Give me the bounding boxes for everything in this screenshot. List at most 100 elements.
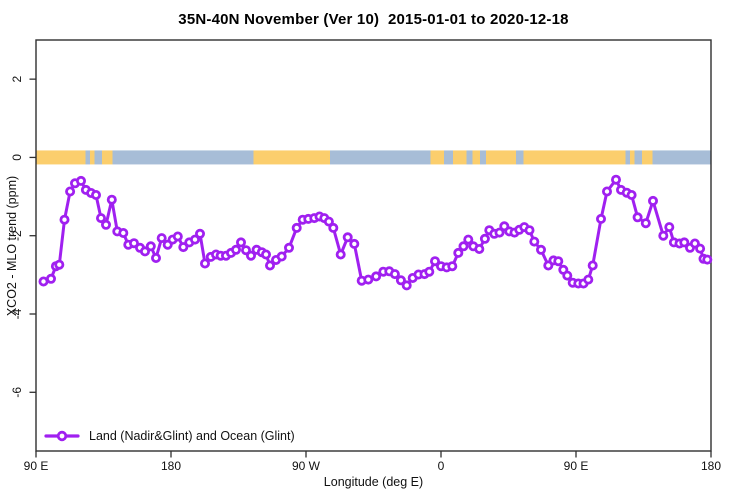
data-point-marker <box>342 232 353 243</box>
data-point-marker <box>291 222 302 233</box>
x-tick-label: 90 E <box>564 459 589 473</box>
data-point-marker <box>553 256 564 267</box>
data-point-marker <box>695 243 706 254</box>
plot-box <box>35 39 712 452</box>
data-point-marker <box>76 175 87 186</box>
data-point-marker <box>583 274 594 285</box>
data-point-marker <box>96 213 107 224</box>
surface-band-land <box>430 150 444 165</box>
y-tick-label: -6 <box>10 387 24 398</box>
x-tick-label: 90 W <box>292 459 321 473</box>
data-point-marker <box>648 195 659 206</box>
surface-band-land <box>90 150 95 165</box>
x-tick-label: 180 <box>161 459 181 473</box>
data-point-marker <box>54 259 65 270</box>
data-point-marker <box>658 230 669 241</box>
data-point-marker <box>349 238 360 249</box>
data-point-marker <box>118 227 129 238</box>
surface-band-land <box>642 150 653 165</box>
surface-band-ocean <box>625 150 630 165</box>
data-point-marker <box>395 275 406 286</box>
data-point-marker <box>189 234 200 245</box>
surface-band-ocean <box>444 150 453 165</box>
data-point-marker <box>172 231 183 242</box>
data-point-marker <box>447 261 458 272</box>
data-point-marker <box>679 237 690 248</box>
data-point-marker <box>199 258 210 269</box>
surface-band-ocean <box>480 150 486 165</box>
data-point-marker <box>453 247 464 258</box>
data-point-marker <box>145 241 156 252</box>
data-point-marker <box>139 246 150 257</box>
surface-band-ocean <box>634 150 642 165</box>
x-tick-label: 180 <box>701 459 721 473</box>
data-point-marker <box>626 189 637 200</box>
y-tick-label: -2 <box>10 230 24 241</box>
data-point-marker <box>536 244 547 255</box>
data-point-marker <box>479 233 490 244</box>
data-point-marker <box>458 241 469 252</box>
y-tick-label: 0 <box>10 154 24 161</box>
data-point-marker <box>283 242 294 253</box>
surface-band-ocean <box>466 150 473 165</box>
surface-band-ocean <box>112 150 254 165</box>
x-tick-label: 90 E <box>24 459 49 473</box>
data-point-marker <box>230 244 241 255</box>
y-tick-label: 2 <box>10 75 24 82</box>
data-point-marker <box>235 237 246 248</box>
data-point-marker <box>424 266 435 277</box>
surface-band-ocean <box>652 150 711 165</box>
data-point-marker <box>260 249 271 260</box>
surface-band-ocean <box>516 150 524 165</box>
chart-title: 35N-40N November (Ver 10) 2015-01-01 to … <box>178 11 569 28</box>
data-point-marker <box>101 219 112 230</box>
x-axis-label: Longitude (deg E) <box>323 475 424 489</box>
surface-band-ocean <box>94 150 102 165</box>
data-point-marker <box>363 274 374 285</box>
data-point-marker <box>150 252 161 263</box>
surface-band-land <box>486 150 516 165</box>
data-point-marker <box>562 270 573 281</box>
data-point-marker <box>664 222 675 233</box>
data-point-marker <box>611 174 622 185</box>
data-point-marker <box>371 271 382 282</box>
data-point-marker <box>178 242 189 253</box>
data-point-marker <box>640 218 651 229</box>
surface-band-ocean <box>330 150 431 165</box>
data-point-marker <box>156 233 167 244</box>
data-point-marker <box>702 254 713 265</box>
data-point-marker <box>276 251 287 262</box>
data-point-marker <box>65 186 76 197</box>
data-point-marker <box>529 236 540 247</box>
legend-marker-open-circle-on-line <box>44 430 80 442</box>
surface-band-land <box>102 150 113 165</box>
data-point-marker <box>128 238 139 249</box>
surface-band-land <box>472 150 480 165</box>
y-axis-label: XCO2 - MLO trend (ppm) <box>5 175 19 317</box>
data-point-marker <box>91 189 102 200</box>
data-point-marker <box>596 213 607 224</box>
legend-entry-label: Land (Nadir&Glint) and Ocean (Glint) <box>89 429 295 443</box>
data-point-marker <box>474 243 485 254</box>
data-point-marker <box>494 227 505 238</box>
surface-band-land <box>630 150 635 165</box>
x-tick-label: 0 <box>438 459 445 473</box>
surface-band-land <box>523 150 626 165</box>
surface-band-land <box>453 150 467 165</box>
data-point-marker <box>602 186 613 197</box>
data-point-marker <box>106 194 117 205</box>
data-point-marker <box>264 260 275 271</box>
data-point-marker <box>323 216 334 227</box>
surface-band-land <box>253 150 330 165</box>
data-point-marker <box>389 269 400 280</box>
y-tick-label: -4 <box>10 308 24 319</box>
surface-band-ocean <box>85 150 90 165</box>
data-point-marker <box>632 212 643 223</box>
surface-band-land <box>36 150 86 165</box>
data-point-marker <box>401 280 412 291</box>
data-point-marker <box>587 260 598 271</box>
data-point-marker <box>335 249 346 260</box>
data-point-marker <box>245 250 256 261</box>
